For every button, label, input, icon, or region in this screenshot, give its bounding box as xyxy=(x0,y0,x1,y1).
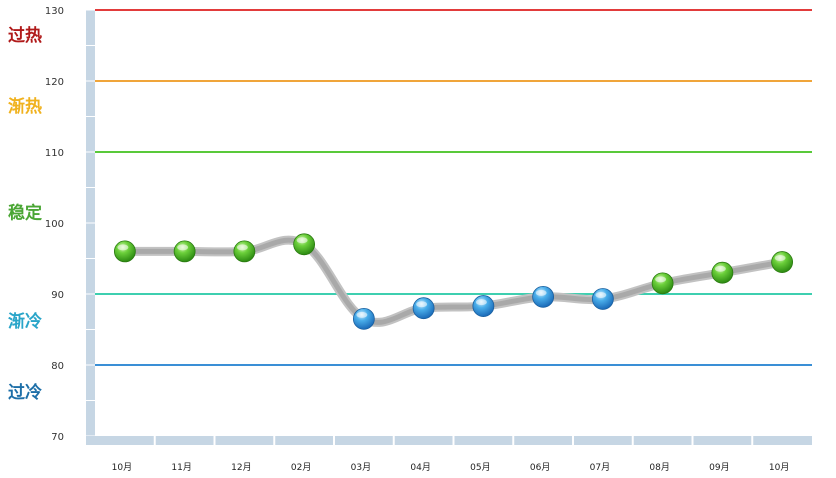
data-point-highlight xyxy=(356,311,368,318)
data-point-highlight xyxy=(296,237,308,244)
x-tick-label: 03月 xyxy=(351,462,371,473)
data-point-highlight xyxy=(774,255,786,262)
zone-label: 过热 xyxy=(8,25,42,46)
data-point[interactable] xyxy=(352,307,375,330)
data-point-highlight xyxy=(535,289,547,296)
x-tick-label: 10月 xyxy=(112,462,132,473)
data-point-highlight xyxy=(595,291,607,298)
y-tick-label: 100 xyxy=(45,219,64,230)
data-point[interactable] xyxy=(711,261,734,284)
x-tick-label: 07月 xyxy=(590,462,610,473)
data-point[interactable] xyxy=(173,240,196,263)
data-point[interactable] xyxy=(472,295,495,317)
x-axis-bar xyxy=(86,436,812,445)
y-tick-label: 80 xyxy=(51,361,64,372)
x-tick-label: 04月 xyxy=(410,462,430,473)
data-point[interactable] xyxy=(771,251,794,273)
data-point-highlight xyxy=(117,244,129,251)
zone-label: 过冷 xyxy=(8,382,42,403)
zone-label: 渐热 xyxy=(8,96,42,117)
y-tick-label: 130 xyxy=(45,6,64,17)
data-point-highlight xyxy=(655,276,667,283)
data-point-highlight xyxy=(416,301,428,308)
y-axis-bar xyxy=(86,10,95,445)
y-tick-label: 90 xyxy=(51,290,64,301)
data-point[interactable] xyxy=(293,233,316,256)
x-tick-label: 12月 xyxy=(231,462,251,473)
y-tick-label: 120 xyxy=(45,77,64,88)
zone-label: 稳定 xyxy=(8,202,42,223)
data-point-highlight xyxy=(475,299,487,306)
x-tick-label: 02月 xyxy=(291,462,311,473)
data-point[interactable] xyxy=(233,240,256,263)
zone-label: 渐冷 xyxy=(8,311,42,332)
y-tick-label: 70 xyxy=(51,432,64,443)
data-point[interactable] xyxy=(651,272,674,295)
x-tick-label: 11月 xyxy=(171,462,191,473)
x-tick-label: 06月 xyxy=(530,462,550,473)
data-point-highlight xyxy=(236,244,248,251)
data-point[interactable] xyxy=(113,240,136,263)
x-tick-label: 08月 xyxy=(649,462,669,473)
data-point-highlight xyxy=(177,244,189,251)
data-point[interactable] xyxy=(412,297,435,320)
x-tick-label: 10月 xyxy=(769,462,789,473)
x-tick-label: 09月 xyxy=(709,462,729,473)
y-tick-label: 110 xyxy=(45,148,64,159)
x-tick-label: 05月 xyxy=(470,462,490,473)
data-point-highlight xyxy=(714,265,726,272)
data-point[interactable] xyxy=(532,285,555,308)
data-point[interactable] xyxy=(591,288,614,310)
